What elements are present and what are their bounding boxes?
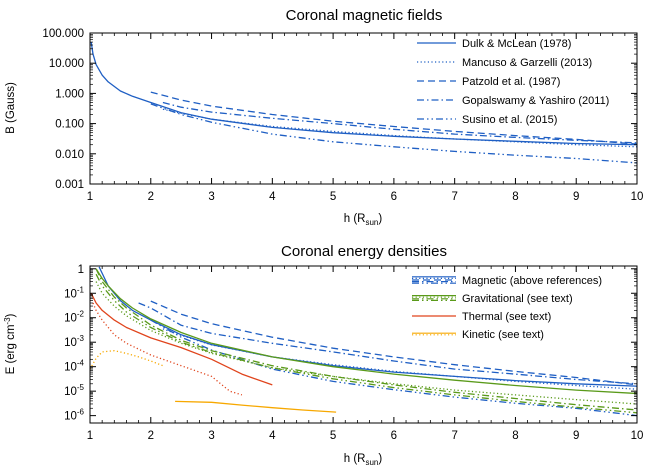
y-tick-base: 10 [64,337,77,349]
y-tick-exp: -2 [77,310,85,319]
y-tick-label: 10-3 [64,334,84,349]
legend-label: Dulk & McLean (1978) [462,38,571,50]
series-line-magnetic-dashdot [138,302,637,385]
legend-label: Thermal (see text) [462,311,551,323]
x-tick-label: 2 [148,430,154,442]
x-tick-label: 9 [573,191,579,203]
y-axis-label-sup: -3 [3,317,12,325]
y-tick-exp: -5 [77,383,85,392]
chart-title: Coronal magnetic fields [286,7,443,24]
series-line-gravitational-dashdotdot [95,273,637,414]
series-line-gravitational-dotted [95,281,637,405]
series-line-magnetic-dashed [150,300,637,386]
x-axis-label-main: h (R [344,213,366,225]
series-line-gravitational-dashdot [95,268,637,411]
y-tick-label: 0.100 [55,119,84,131]
y-tick-label: 0.010 [55,149,84,161]
y-tick-label: 1.000 [55,88,84,100]
series-line-magnetic-dashdotdot [150,319,637,417]
y-tick-label: 10-2 [64,310,84,325]
y-tick-label: 10-4 [64,359,84,374]
x-axis-label: h (Rsun) [344,213,383,227]
legend-label: Gravitational (see text) [462,293,573,305]
y-tick-base: 10 [64,362,77,374]
x-tick-label: 3 [208,430,214,442]
y-axis-label: E (erg cm-3) [3,313,17,374]
legend: Dulk & McLean (1978) Mancuso & Garzelli (… [417,38,609,126]
x-tick-label: 10 [631,430,644,442]
legend-label: Gopalswamy & Yashiro (2011) [462,95,609,107]
y-tick-base: 10 [64,313,77,325]
series-line-gravitational-solid [95,268,637,395]
x-axis-label-sub: sun [365,218,378,227]
x-tick-label: 1 [87,191,93,203]
x-axis-label-close: ) [378,213,382,225]
axis-ticks: 1 2 3 4 5 6 7 8 9 10 0.001 0.010 0.100 1.000 10.000 100… [42,28,643,203]
y-tick-base: 10 [64,386,77,398]
y-tick-label: 10-6 [64,408,84,423]
x-axis-label-close: ) [378,453,382,465]
legend: Magnetic (above references) Gravitational… [412,275,602,341]
chart-title: Coronal energy densities [281,243,447,260]
legend-label: Mancuso & Garzelli (2013) [462,57,592,69]
y-tick-label: 10.000 [49,58,84,70]
x-tick-label: 5 [330,430,336,442]
y-tick-exp: -6 [77,408,85,417]
series-line-gopalswamy-yashiro-2011 [162,101,637,144]
energy-density-chart: Coronal energy densities 1 2 3 4 5 6 7 8 9 1010-6… [3,243,643,467]
x-tick-label: 7 [451,191,457,203]
x-tick-label: 6 [391,430,397,442]
x-tick-label: 9 [573,430,579,442]
x-tick-label: 6 [391,191,397,203]
x-axis-label-sub: sun [365,458,378,467]
y-tick-exp: -4 [77,359,85,368]
x-tick-label: 1 [87,430,93,442]
series-line-thermal-solid [90,293,273,386]
y-tick-label: 0.001 [55,179,84,191]
series-line-susino-et-al-2015 [150,103,637,164]
y-tick-label: 1 [78,264,84,276]
x-axis-label: h (Rsun) [344,453,383,467]
legend-label: Magnetic (above references) [462,275,602,287]
y-tick-base: 10 [64,288,77,300]
x-axis-label-main: h (R [344,453,366,465]
series-line-kinetic-dotted [90,350,164,370]
y-axis-label: B (Gauss) [5,82,17,134]
series-line-kinetic-solid [175,400,337,413]
y-tick-label: 10-5 [64,383,84,398]
x-tick-label: 4 [269,430,276,442]
x-tick-label: 8 [512,430,518,442]
x-tick-label: 8 [512,191,518,203]
plot-frame [89,32,638,185]
y-axis-label-main: E (erg cm [5,325,17,375]
y-tick-exp: -1 [77,285,85,294]
x-tick-label: 5 [330,191,336,203]
legend-label: Patzold et al. (1987) [462,76,560,88]
legend-label: Susino et al. (2015) [462,114,557,126]
x-tick-label: 2 [148,191,154,203]
series-group [90,266,637,417]
plot-content [90,42,637,164]
series-group [90,42,637,164]
magnetic-field-chart: Coronal magnetic fields 1 2 3 4 5 6 7 8 9 10 0.001… [5,7,643,227]
series-line-mancuso-garzelli-2013 [162,108,637,148]
y-tick-plain: 1 [78,264,84,276]
y-tick-label: 10-1 [64,285,84,300]
series-line-patzold-et-al-1987 [150,91,637,145]
plot-content [90,266,637,417]
x-tick-label: 3 [208,191,214,203]
legend-label: Kinetic (see text) [462,329,544,341]
y-tick-label: 100.000 [42,28,84,40]
y-axis-label-close: ) [5,313,17,317]
x-tick-label: 4 [269,191,276,203]
x-tick-label: 10 [631,191,644,203]
x-tick-label: 7 [451,430,457,442]
y-tick-exp: -3 [77,334,85,343]
y-tick-base: 10 [64,411,77,423]
